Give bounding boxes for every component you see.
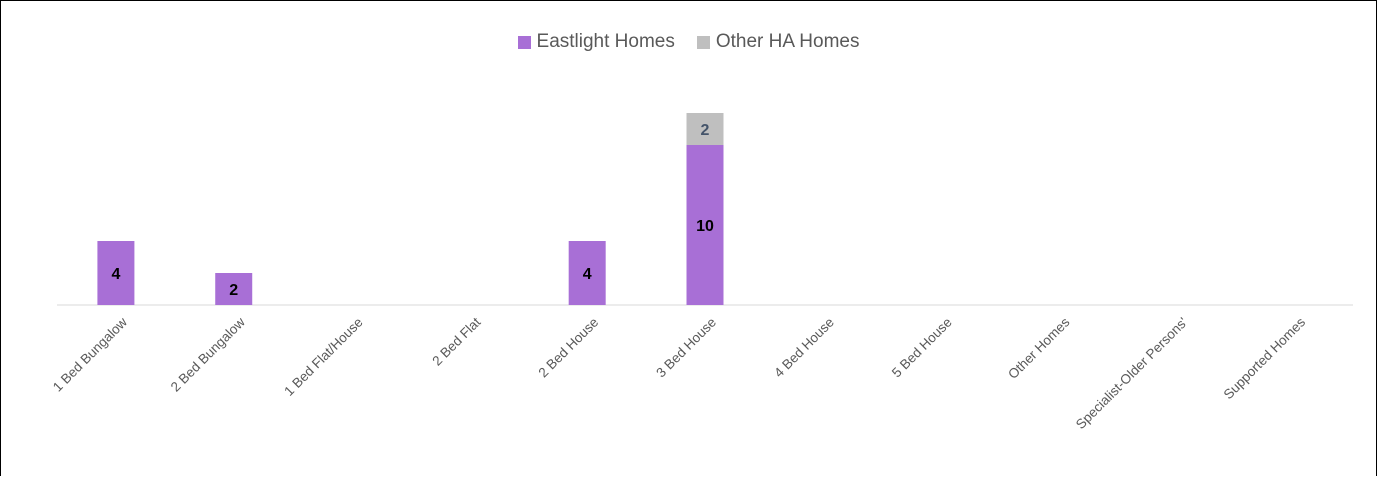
legend-item-eastlight: Eastlight Homes: [517, 31, 675, 53]
x-tick-label-other-homes: Other Homes: [1005, 314, 1073, 382]
x-tick-label-5-bed-house: 5 Bed House: [889, 315, 955, 381]
bar-eastlight-homes-1-bed-bungalow: [97, 241, 135, 305]
data-label-other-ha-homes-3-bed-house: 2: [701, 122, 710, 139]
x-tick-label-1-bed-bungalow: 1 Bed Bungalow: [50, 314, 130, 394]
legend-swatch-other-ha: [696, 35, 710, 49]
bar-other-ha-homes-3-bed-house: [686, 113, 724, 145]
data-label-eastlight-homes-2-bed-bungalow: 2: [229, 282, 238, 299]
x-tick-label-1-bed-flat-house: 1 Bed Flat/House: [281, 315, 365, 399]
legend-label-eastlight: Eastlight Homes: [536, 31, 675, 52]
bar-eastlight-homes-2-bed-house: [568, 241, 606, 305]
x-tick-label-2-bed-bungalow: 2 Bed Bungalow: [168, 314, 248, 394]
x-tick-label-3-bed-house: 3 Bed House: [653, 315, 719, 381]
legend-label-other-ha: Other HA Homes: [715, 31, 860, 52]
x-tick-label-2-bed-flat: 2 Bed Flat: [429, 314, 483, 368]
x-tick-label-2-bed-house: 2 Bed House: [535, 315, 601, 381]
legend-swatch-eastlight: [517, 35, 531, 49]
chart-legend: Eastlight Homes Other HA Homes: [0, 31, 1377, 53]
bar-eastlight-homes-3-bed-house: [686, 145, 724, 305]
legend-item-other-ha: Other HA Homes: [696, 31, 860, 53]
data-label-eastlight-homes-2-bed-house: 4: [583, 266, 592, 283]
bar-eastlight-homes-2-bed-bungalow: [215, 273, 253, 305]
data-label-eastlight-homes-1-bed-bungalow: 4: [111, 266, 120, 283]
x-tick-label-specialist-older-persons: Specialist-Older Persons': [1073, 315, 1190, 432]
data-label-eastlight-homes-3-bed-house: 10: [696, 218, 714, 235]
x-tick-label-4-bed-house: 4 Bed House: [771, 315, 837, 381]
x-tick-label-supported-homes: Supported Homes: [1221, 314, 1309, 402]
